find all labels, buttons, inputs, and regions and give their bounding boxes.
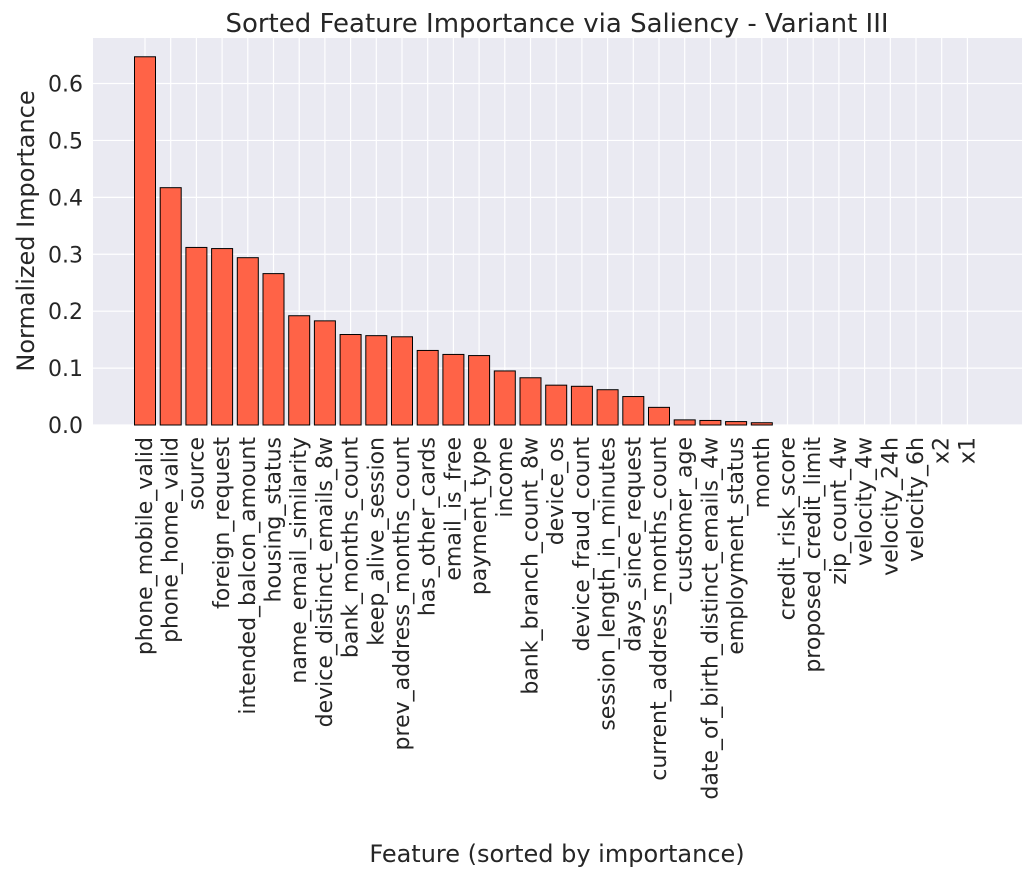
bar-intended-balcon-amount: [236, 257, 259, 426]
bar-phone-mobile-valid: [134, 56, 156, 426]
x-tick-label: email_is_free: [441, 437, 466, 581]
x-tick-label: date_of_birth_distinct_emails_4w: [698, 437, 723, 800]
x-axis-label: Feature (sorted by importance): [369, 840, 744, 868]
x-tick-label: name_email_similarity: [287, 437, 312, 684]
x-tick-label: phone_home_valid: [159, 437, 184, 643]
x-tick-label: x1: [955, 437, 980, 464]
bars: [134, 56, 773, 426]
x-tick-label: month: [750, 437, 775, 508]
x-tick-label: housing_status: [262, 437, 287, 602]
bar-foreign-request: [211, 248, 234, 426]
chart-title: Sorted Feature Importance via Saliency -…: [225, 9, 888, 39]
x-tick-labels: phone_mobile_valid phone_home_valid source…: [133, 437, 980, 800]
x-tick-label: zip_count_4w: [827, 437, 852, 585]
y-tick-label: 0.0: [48, 414, 83, 439]
x-tick-label: credit_risk_score: [776, 437, 801, 620]
bar-payment-type: [468, 355, 491, 426]
bar-device-distinct-emails-8w: [313, 320, 336, 426]
bar-name-email-similarity: [288, 315, 311, 426]
bar-bank-branch-count-8w: [519, 377, 542, 426]
x-tick-label: customer_age: [673, 437, 698, 593]
bar-bank-months-count: [339, 334, 362, 426]
x-tick-label: phone_mobile_valid: [133, 437, 158, 655]
y-tick-label: 0.3: [48, 243, 83, 268]
bar-month: [750, 422, 773, 426]
y-tick-label: 0.1: [48, 357, 83, 382]
x-tick-label: current_address_months_count: [647, 437, 672, 781]
bar-current-address-months-count: [648, 406, 670, 426]
x-tick-label: velocity_4w: [853, 437, 878, 566]
y-tick-label: 0.6: [48, 73, 83, 98]
bar-source: [185, 246, 208, 426]
x-tick-label: payment_type: [467, 437, 492, 595]
x-tick-label: bank_branch_count_8w: [519, 437, 544, 695]
x-tick-label: income: [493, 437, 518, 518]
y-tick-label: 0.5: [48, 129, 83, 154]
bar-email-is-free: [442, 353, 465, 426]
bar-has-other-cards: [416, 349, 439, 426]
bar-session-length-in-minutes: [596, 389, 619, 426]
x-tick-label: x2: [930, 437, 955, 464]
bar-employment-status: [725, 421, 748, 426]
x-tick-label: bank_months_count: [339, 437, 364, 658]
bar-phone-home-valid: [159, 187, 182, 426]
bar-income: [493, 370, 516, 426]
bar-device-fraud-count: [570, 385, 593, 426]
x-tick-label: has_other_cards: [416, 437, 441, 616]
bar-customer-age: [673, 419, 696, 426]
x-tick-label: device_os: [544, 437, 569, 545]
x-tick-label: proposed_credit_limit: [801, 437, 826, 673]
bar-keep-alive-session: [365, 335, 388, 426]
x-tick-label: foreign_request: [210, 437, 235, 609]
bar-days-since-request: [622, 396, 645, 426]
bar-device-os: [545, 384, 568, 426]
x-tick-label: velocity_24h: [878, 437, 903, 576]
y-tick-labels: 0.0 0.1 0.2 0.3 0.4 0.5 0.6: [48, 73, 83, 439]
bar-prev-address-months-count: [391, 336, 413, 426]
x-tick-label: device_distinct_emails_8w: [313, 437, 338, 727]
bar-date-of-birth-distinct-emails-4w: [699, 419, 722, 426]
x-tick-label: keep_alive_session: [364, 437, 389, 646]
y-tick-label: 0.2: [48, 300, 83, 325]
x-tick-label: days_since_request: [621, 437, 646, 652]
x-tick-label: device_fraud_count: [570, 437, 595, 652]
x-tick-label: employment_status: [724, 437, 749, 655]
x-tick-label: velocity_6h: [904, 437, 929, 562]
x-tick-label: intended_balcon_amount: [236, 437, 261, 715]
y-axis-label: Normalized Importance: [12, 90, 40, 371]
bar-housing-status: [262, 273, 285, 426]
y-tick-label: 0.4: [48, 186, 83, 211]
x-tick-label: source: [184, 437, 209, 510]
x-tick-label: prev_address_months_count: [390, 437, 415, 751]
x-tick-label: session_length_in_minutes: [596, 437, 621, 731]
